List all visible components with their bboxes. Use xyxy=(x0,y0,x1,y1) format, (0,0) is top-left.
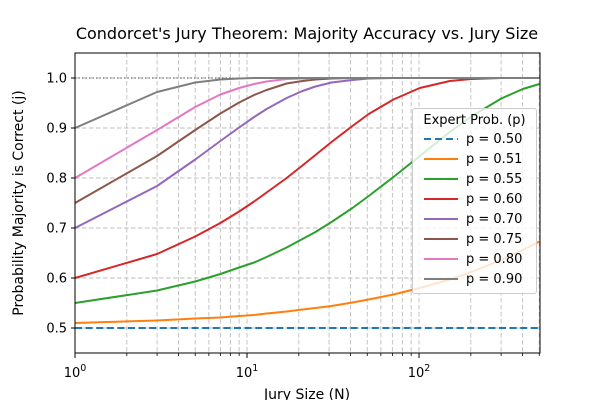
legend-line-sample-p051 xyxy=(424,157,458,161)
legend-entries: p = 0.50 p = 0.51 p = 0.55 p = 0.60 p = 0.70… xyxy=(413,129,536,289)
legend-entry-p090: p = 0.90 xyxy=(413,269,536,289)
legend-line-sample-p060 xyxy=(424,197,458,201)
y-tick-label: 0.6 xyxy=(46,272,67,287)
series-line-p090 xyxy=(74,77,540,129)
legend-entry-label: p = 0.51 xyxy=(466,151,523,167)
legend-title: Expert Prob. (p) xyxy=(423,113,526,128)
y-tick-label: 0.9 xyxy=(46,122,67,137)
legend-line-sample-p075 xyxy=(424,237,458,241)
series-line-p060 xyxy=(74,77,540,279)
y-tick-label: 0.7 xyxy=(46,222,67,237)
legend-entry-label: p = 0.60 xyxy=(466,191,523,207)
legend-entry-p075: p = 0.75 xyxy=(413,229,536,249)
legend-entry-p050: p = 0.50 xyxy=(413,129,536,149)
legend-entry-label: p = 0.50 xyxy=(466,131,523,147)
y-tick-label: 0.5 xyxy=(46,322,67,337)
legend-entry-p055: p = 0.55 xyxy=(413,169,536,189)
legend-entry-label: p = 0.55 xyxy=(466,171,523,187)
legend-line-sample-p090 xyxy=(424,277,458,281)
axes-layer: 0.5 0.6 0.7 0.8 0.9 1.0 100 101 102 xyxy=(46,52,541,381)
y-axis-label: Probability Majority is Correct (j) xyxy=(11,90,27,315)
plot-border xyxy=(74,52,541,354)
legend-line-sample-p080 xyxy=(424,257,458,261)
y-tick-label: 1.0 xyxy=(46,72,67,87)
legend: Expert Prob. (p) p = 0.50 p = 0.51 p = 0.5… xyxy=(412,108,537,294)
legend-entry-label: p = 0.70 xyxy=(466,211,523,227)
legend-line-sample-p055 xyxy=(424,177,458,181)
legend-line-sample-p070 xyxy=(424,217,458,221)
y-tick-label: 0.8 xyxy=(46,172,67,187)
legend-entry-p060: p = 0.60 xyxy=(413,189,536,209)
legend-entry-p070: p = 0.70 xyxy=(413,209,536,229)
legend-entry-label: p = 0.90 xyxy=(466,271,523,287)
legend-entry-p080: p = 0.80 xyxy=(413,249,536,269)
chart-title: Condorcet's Jury Theorem: Majority Accur… xyxy=(76,24,538,43)
x-tick-label: 101 xyxy=(236,363,259,381)
legend-entry-label: p = 0.75 xyxy=(466,231,523,247)
x-tick-label: 100 xyxy=(64,363,87,381)
legend-entry-label: p = 0.80 xyxy=(466,251,523,267)
legend-line-sample-p050 xyxy=(424,137,458,141)
x-axis-label: Jury Size (N) xyxy=(263,387,350,400)
legend-entry-p051: p = 0.51 xyxy=(413,149,536,169)
x-tick-label: 102 xyxy=(408,363,431,381)
